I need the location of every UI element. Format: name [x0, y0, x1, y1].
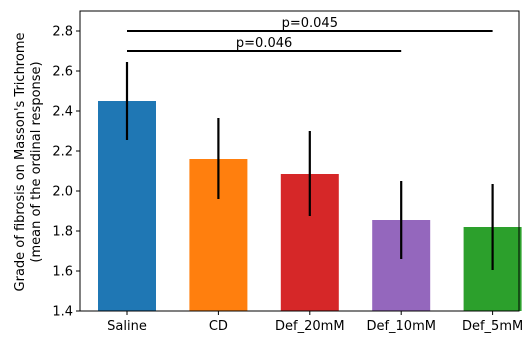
x-tick-label-3: Def_10mM [366, 319, 436, 334]
x-tick-label-4: Def_5mM [462, 319, 523, 334]
significance-label-0: p=0.045 [282, 16, 338, 31]
plot-frame [79, 10, 520, 312]
y-tick-label-1: 1.6 [52, 265, 73, 280]
y-tick-label-0: 1.4 [52, 305, 73, 320]
annotations-layer: p=0.045 p=0.046 [127, 16, 493, 52]
x-tick-label-1: CD [209, 319, 228, 334]
y-tick-label-2: 1.8 [52, 225, 73, 240]
axes-layer: Saline CD Def_20mM Def_10mM Def_5mM 1.4 1.6 1.8… [52, 10, 523, 334]
y-axis-label-line2: (mean of the ordinal response) [29, 61, 44, 262]
x-tick-label-0: Saline [107, 319, 147, 334]
y-tick-label-6: 2.6 [52, 65, 73, 80]
y-tick-label-7: 2.8 [52, 25, 73, 40]
y-tick-label-4: 2.2 [52, 145, 73, 160]
y-tick-label-5: 2.4 [52, 105, 73, 120]
y-tick-label-3: 2.0 [52, 185, 73, 200]
x-tick-label-2: Def_20mM [275, 319, 345, 334]
error-bars-layer [125, 62, 494, 270]
significance-label-1: p=0.046 [236, 36, 292, 51]
y-axis-label-line1: Grade of fibrosis on Masson's Trichrome [13, 33, 28, 292]
